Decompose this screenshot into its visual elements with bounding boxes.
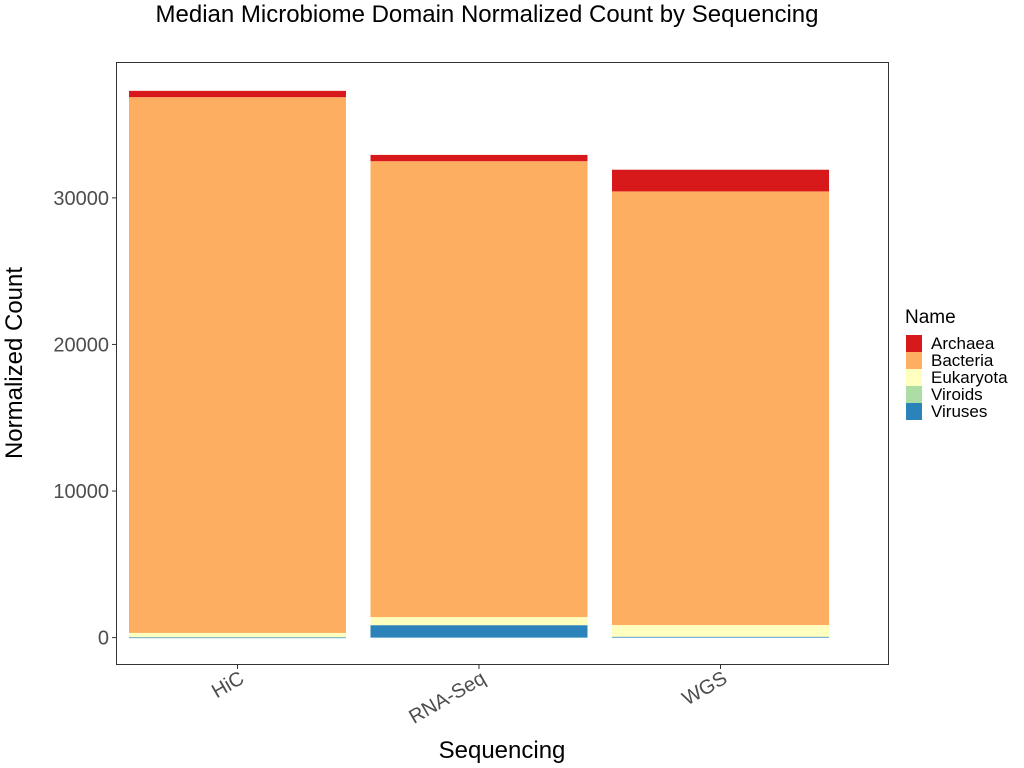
legend-label-archaea: Archaea bbox=[931, 334, 995, 353]
bar-segment-hic-eukaryota bbox=[129, 632, 346, 638]
bar-segment-rna-seq-eukaryota bbox=[370, 617, 588, 626]
bar-segment-rna-seq-archaea bbox=[370, 154, 588, 162]
bar-segment-hic-viruses bbox=[129, 637, 346, 639]
y-tick-label: 0 bbox=[98, 628, 109, 650]
bar-segment-hic-archaea bbox=[129, 90, 346, 98]
x-tick-label: WGS bbox=[679, 667, 731, 710]
legend-key-viroids bbox=[906, 386, 922, 403]
x-tick-label: RNA-Seq bbox=[405, 667, 489, 728]
legend-key-viruses bbox=[906, 403, 922, 420]
bar-segment-wgs-viruses bbox=[612, 636, 829, 638]
legend-key-bacteria bbox=[906, 352, 922, 369]
legend-key-eukaryota bbox=[906, 369, 922, 386]
y-tick-label: 30000 bbox=[53, 188, 109, 210]
bar-segment-wgs-bacteria bbox=[612, 191, 829, 626]
legend-label-eukaryota: Eukaryota bbox=[931, 368, 1008, 387]
y-axis: 0 10000 20000 30000 bbox=[53, 188, 117, 650]
bars-layer bbox=[129, 90, 829, 639]
legend: Name ArchaeaBacteriaEukaryotaViroidsViru… bbox=[905, 307, 1008, 421]
legend-key-archaea bbox=[906, 335, 922, 352]
legend-title: Name bbox=[905, 307, 956, 328]
chart-title: Median Microbiome Domain Normalized Coun… bbox=[156, 1, 819, 28]
x-tick-label: HiC bbox=[208, 667, 248, 703]
bar-segment-rna-seq-viruses bbox=[370, 625, 588, 638]
y-tick-label: 10000 bbox=[53, 481, 109, 503]
bar-segment-rna-seq-bacteria bbox=[370, 161, 588, 618]
bar-segment-hic-bacteria bbox=[129, 97, 346, 633]
bar-segment-wgs-eukaryota bbox=[612, 625, 829, 637]
legend-label-bacteria: Bacteria bbox=[931, 351, 994, 370]
x-axis-title: Sequencing bbox=[439, 737, 566, 764]
legend-label-viruses: Viruses bbox=[931, 402, 987, 421]
x-axis: HiC RNA-Seq WGS bbox=[208, 664, 731, 729]
legend-label-viroids: Viroids bbox=[931, 385, 983, 404]
y-tick-label: 20000 bbox=[53, 334, 109, 356]
bar-segment-wgs-archaea bbox=[612, 169, 829, 192]
y-axis-title: Normalized Count bbox=[1, 267, 28, 459]
